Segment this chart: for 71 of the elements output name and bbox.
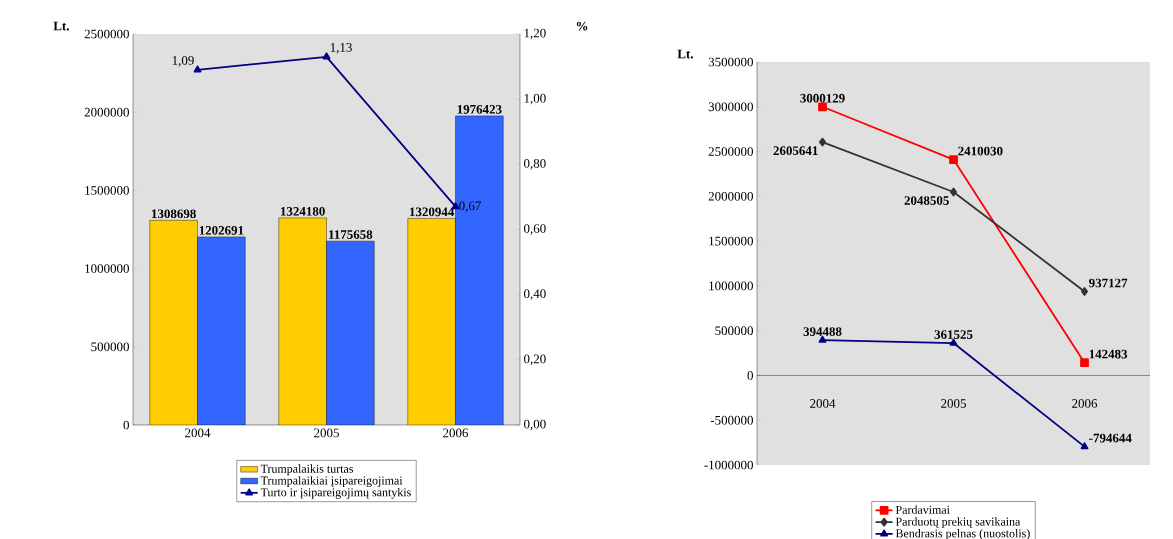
point [193,65,202,73]
x-tick-label: 2005 [314,428,339,438]
point [949,187,958,197]
data-label: 937127 [1089,278,1128,288]
point [322,52,331,60]
point [949,155,958,164]
x-tick-label: 2006 [1072,399,1098,408]
point [1081,287,1089,296]
x-tick-label: 2004 [185,428,211,438]
y-tick-label: 1500000 [709,236,753,246]
legend-label: Turto ir įsipareigojimų santykis [260,487,411,499]
y-tick-label: 2000000 [708,191,753,201]
y-axis-title: Lt. [53,21,69,31]
data-label: 394488 [803,327,842,336]
data-label: 1324180 [281,206,325,216]
y-tick-label: 1000000 [709,281,753,291]
data-label: 1202691 [199,225,244,235]
bar [326,241,375,425]
y-tick-label: -1000000 [704,460,753,470]
y2-tick-label: 0,40 [524,289,546,300]
y-tick-label: 0 [123,420,129,430]
y2-tick-label: 0,60 [524,224,546,235]
data-label: 1976423 [457,104,502,114]
data-label: 1320944 [410,207,455,217]
y-tick-label: 1500000 [85,186,129,195]
data-label: 1,09 [172,56,194,67]
data-label: 1308698 [152,209,196,219]
data-label: -794644 [1089,433,1132,443]
legend-label: Parduotų prekių savikaina [895,517,1021,529]
bar [455,115,504,425]
y2-axis-title: % [576,21,588,31]
data-label: 142483 [1089,349,1128,359]
data-label: 361525 [934,330,973,339]
bar [278,217,327,425]
data-label: 0,67 [459,201,481,212]
bar [407,218,456,425]
data-label: 3000129 [800,93,845,103]
y-tick-label: 3500000 [708,57,753,67]
legend-label: Trumpalaikiai įsipareigojimai [260,476,403,488]
x-tick-label: 2005 [941,399,966,408]
y-tick-label: 500000 [715,326,753,336]
data-label: 1175658 [329,230,373,239]
bar [149,220,198,425]
y-tick-label: 3000000 [708,102,753,112]
y-tick-label: 500000 [91,342,129,352]
y-tick-label: 2500000 [84,29,129,39]
legend-label: Pardavimai [895,505,950,514]
data-label: 2410030 [958,146,1003,156]
point [818,137,827,147]
bar [197,236,246,425]
point [818,102,827,112]
y2-tick-label: 0,80 [524,159,546,170]
y-axis-title: Lt. [677,49,693,59]
legend-label: Bendrasis pelnas (nuostolis) [895,529,1030,539]
data-label: 2605641 [773,146,818,156]
data-label: 1,13 [330,43,352,54]
y-tick-label: 1000000 [85,264,129,273]
x-tick-label: 2004 [810,399,836,408]
legend-label: Trumpalaikis turtas [260,464,354,476]
y2-tick-label: 1,00 [524,93,546,105]
data-label: 2048505 [904,196,949,205]
y2-tick-label: 0,00 [524,419,546,431]
y2-tick-label: 1,20 [524,28,546,40]
y-tick-label: -500000 [710,415,753,425]
y-tick-label: 2000000 [84,107,129,117]
point [1080,358,1089,368]
y-tick-label: 0 [747,371,753,380]
y2-tick-label: 0,20 [524,354,546,366]
x-tick-label: 2006 [443,428,469,438]
y-tick-label: 2500000 [708,147,753,156]
point [1080,442,1089,450]
